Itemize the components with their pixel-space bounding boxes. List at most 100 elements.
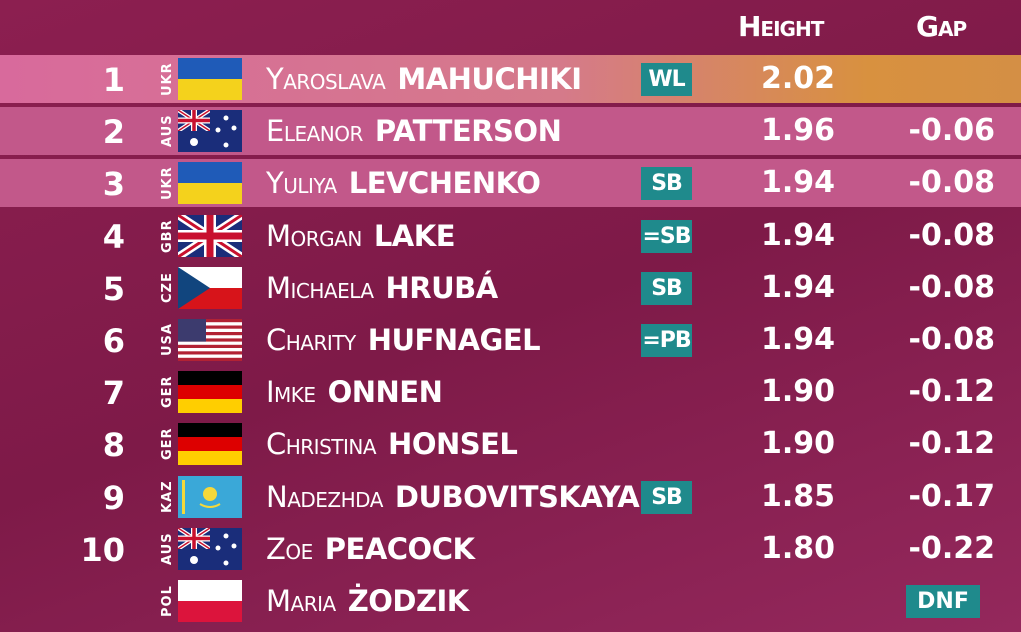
last-name: HRUBÁ bbox=[385, 270, 499, 305]
rank: 7 bbox=[102, 374, 125, 413]
result-row: 5 CZE Michaela HRUBÁ SB 1.94 -0.08 bbox=[0, 264, 1021, 312]
result-row: 7 GER Imke ONNEN 1.90 -0.12 bbox=[0, 368, 1021, 416]
last-name: ONNEN bbox=[327, 375, 443, 410]
height: 1.94 bbox=[760, 269, 835, 305]
country-code: GBR bbox=[160, 218, 175, 253]
athlete-name: Zoe PEACOCK bbox=[266, 531, 475, 566]
record-badge: SB bbox=[641, 167, 692, 201]
flag bbox=[178, 215, 242, 257]
athlete-name: Christina HONSEL bbox=[266, 427, 518, 462]
athlete-name: Yaroslava MAHUCHIKI bbox=[266, 62, 582, 96]
country-code: AUS bbox=[160, 532, 175, 566]
result-row: 1 UKR Yaroslava MAHUCHIKI WL 2.02 bbox=[0, 55, 1021, 103]
result-row: 4 GBR Morgan LAKE =SB 1.94 -0.08 bbox=[0, 212, 1021, 260]
result-row: 9 KAZ Nadezhda DUBOVITSKAYA SB 1.85 -0.17 bbox=[0, 473, 1021, 521]
height: 1.90 bbox=[760, 374, 835, 410]
result-row: 2 AUS Eleanor PATTERSON 1.96 -0.06 bbox=[0, 107, 1021, 156]
header-height: Height bbox=[738, 10, 824, 43]
gap: -0.08 bbox=[908, 165, 995, 201]
height: 1.80 bbox=[760, 530, 835, 566]
gap: -0.22 bbox=[908, 530, 995, 566]
last-name: HUFNAGEL bbox=[367, 323, 541, 357]
country-code: GER bbox=[160, 375, 175, 409]
last-name: MAHUCHIKI bbox=[397, 62, 582, 96]
first-name: Zoe bbox=[266, 531, 313, 566]
result-row: POL Maria ŻODZIK DNF bbox=[0, 577, 1021, 625]
athlete-name: Michaela HRUBÁ bbox=[266, 271, 498, 305]
athlete-name: Imke ONNEN bbox=[266, 375, 443, 410]
record-badge: =SB bbox=[641, 219, 692, 253]
record-badge: WL bbox=[641, 63, 692, 96]
first-name: Michaela bbox=[266, 270, 374, 305]
athlete-name: Eleanor PATTERSON bbox=[266, 114, 562, 149]
country-code: CZE bbox=[160, 272, 175, 304]
first-name: Maria bbox=[266, 584, 336, 618]
flag bbox=[178, 580, 242, 622]
country-code: USA bbox=[160, 323, 175, 357]
height: 1.96 bbox=[760, 113, 835, 149]
flag bbox=[178, 528, 242, 570]
flag bbox=[178, 475, 242, 518]
rank: 6 bbox=[102, 322, 125, 360]
first-name: Morgan bbox=[266, 218, 362, 253]
last-name: HONSEL bbox=[388, 427, 518, 462]
last-name: DUBOVITSKAYA bbox=[394, 479, 640, 514]
height: 1.90 bbox=[760, 426, 835, 462]
country-code: POL bbox=[160, 585, 175, 617]
height: 2.02 bbox=[760, 61, 835, 96]
rank: 4 bbox=[102, 217, 125, 256]
height: 1.94 bbox=[760, 165, 835, 201]
athlete-name: Yuliya LEVCHENKO bbox=[266, 166, 541, 201]
athlete-name: Charity HUFNAGEL bbox=[266, 323, 541, 357]
rank: 8 bbox=[102, 426, 125, 465]
gap: -0.06 bbox=[908, 113, 995, 149]
first-name: Yuliya bbox=[266, 166, 337, 201]
gap: -0.12 bbox=[908, 374, 995, 410]
record-badge: SB bbox=[641, 271, 692, 305]
gap: -0.12 bbox=[908, 426, 995, 462]
rank: 5 bbox=[102, 269, 125, 308]
first-name: Charity bbox=[266, 323, 356, 357]
flag bbox=[178, 110, 242, 152]
last-name: LAKE bbox=[373, 218, 456, 253]
rank: 1 bbox=[102, 61, 125, 99]
last-name: LEVCHENKO bbox=[348, 166, 541, 201]
country-code: AUS bbox=[160, 114, 175, 148]
last-name: ŻODZIK bbox=[347, 584, 470, 618]
first-name: Yaroslava bbox=[266, 62, 386, 96]
last-name: PATTERSON bbox=[374, 114, 562, 149]
flag bbox=[178, 423, 242, 466]
rank: 9 bbox=[102, 478, 125, 517]
first-name: Nadezhda bbox=[266, 479, 383, 514]
flag bbox=[178, 319, 242, 361]
record-badge: SB bbox=[641, 480, 692, 514]
flag bbox=[178, 371, 242, 414]
country-code: GER bbox=[160, 428, 175, 461]
rank: 2 bbox=[102, 113, 125, 152]
flag bbox=[178, 266, 242, 309]
first-name: Eleanor bbox=[266, 114, 363, 149]
athlete-name: Nadezhda DUBOVITSKAYA bbox=[266, 479, 640, 514]
flag bbox=[178, 162, 242, 205]
result-row: 10 AUS Zoe PEACOCK 1.80 -0.22 bbox=[0, 525, 1021, 573]
country-code: UKR bbox=[160, 62, 175, 96]
height: 1.94 bbox=[760, 322, 835, 357]
status-badge: DNF bbox=[906, 585, 980, 618]
last-name: PEACOCK bbox=[324, 531, 475, 566]
gap: -0.08 bbox=[908, 217, 995, 253]
result-row: 6 USA Charity HUFNAGEL =PB 1.94 -0.08 bbox=[0, 316, 1021, 364]
result-row: 8 GER Christina HONSEL 1.90 -0.12 bbox=[0, 420, 1021, 468]
first-name: Imke bbox=[266, 375, 316, 410]
result-row: 3 UKR Yuliya LEVCHENKO SB 1.94 -0.08 bbox=[0, 159, 1021, 208]
flag bbox=[178, 58, 242, 100]
country-code: KAZ bbox=[160, 480, 175, 513]
first-name: Christina bbox=[266, 427, 377, 462]
athlete-name: Maria ŻODZIK bbox=[266, 584, 469, 618]
gap: -0.08 bbox=[908, 269, 995, 305]
height: 1.85 bbox=[760, 478, 835, 514]
rank: 10 bbox=[80, 530, 125, 569]
rank: 3 bbox=[102, 165, 125, 204]
gap: -0.17 bbox=[908, 478, 995, 514]
athlete-name: Morgan LAKE bbox=[266, 218, 456, 253]
